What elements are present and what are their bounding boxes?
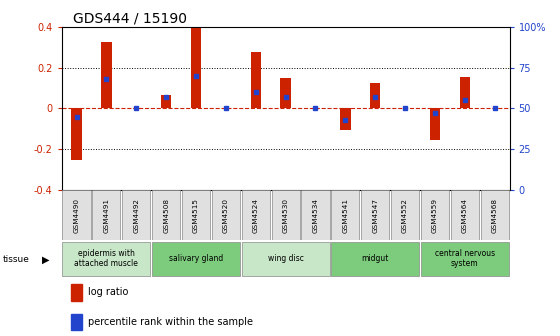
Text: midgut: midgut — [362, 254, 389, 263]
Text: GSM4492: GSM4492 — [133, 198, 139, 233]
Bar — [281, 78, 291, 109]
Bar — [71, 284, 82, 301]
Bar — [460, 77, 470, 109]
Text: GSM4520: GSM4520 — [223, 198, 229, 233]
Text: GSM4490: GSM4490 — [73, 198, 80, 233]
Text: central nervous
system: central nervous system — [435, 249, 495, 268]
FancyBboxPatch shape — [480, 191, 508, 240]
Bar — [191, 28, 201, 109]
Text: GDS444 / 15190: GDS444 / 15190 — [73, 12, 187, 26]
Text: GSM4547: GSM4547 — [372, 198, 378, 233]
Bar — [71, 109, 82, 160]
Bar — [101, 42, 111, 109]
FancyBboxPatch shape — [332, 242, 419, 276]
FancyBboxPatch shape — [242, 242, 329, 276]
Bar — [161, 95, 171, 109]
FancyBboxPatch shape — [421, 242, 508, 276]
Bar — [370, 83, 380, 109]
FancyBboxPatch shape — [421, 191, 449, 240]
FancyBboxPatch shape — [332, 191, 360, 240]
FancyBboxPatch shape — [242, 191, 270, 240]
Text: wing disc: wing disc — [268, 254, 304, 263]
FancyBboxPatch shape — [63, 242, 150, 276]
Text: GSM4568: GSM4568 — [492, 198, 498, 233]
FancyBboxPatch shape — [301, 191, 329, 240]
Text: GSM4541: GSM4541 — [342, 198, 348, 233]
FancyBboxPatch shape — [182, 191, 210, 240]
Text: GSM4508: GSM4508 — [163, 198, 169, 233]
Text: GSM4534: GSM4534 — [312, 198, 319, 233]
FancyBboxPatch shape — [212, 191, 240, 240]
FancyBboxPatch shape — [272, 191, 300, 240]
Text: GSM4515: GSM4515 — [193, 198, 199, 233]
Text: GSM4530: GSM4530 — [283, 198, 288, 233]
Text: GSM4491: GSM4491 — [104, 198, 109, 233]
FancyBboxPatch shape — [92, 191, 120, 240]
Text: GSM4564: GSM4564 — [462, 198, 468, 233]
Bar — [71, 314, 82, 330]
Bar — [250, 52, 261, 109]
Text: salivary gland: salivary gland — [169, 254, 223, 263]
FancyBboxPatch shape — [451, 191, 479, 240]
FancyBboxPatch shape — [361, 191, 389, 240]
Text: GSM4524: GSM4524 — [253, 198, 259, 233]
Text: GSM4552: GSM4552 — [402, 198, 408, 233]
FancyBboxPatch shape — [152, 191, 180, 240]
Text: epidermis with
attached muscle: epidermis with attached muscle — [74, 249, 138, 268]
Text: tissue: tissue — [3, 255, 30, 264]
Bar — [430, 109, 440, 140]
Text: percentile rank within the sample: percentile rank within the sample — [87, 317, 253, 327]
Text: GSM4559: GSM4559 — [432, 198, 438, 233]
Text: ▶: ▶ — [42, 254, 50, 264]
FancyBboxPatch shape — [122, 191, 150, 240]
Bar — [340, 109, 351, 130]
FancyBboxPatch shape — [63, 191, 91, 240]
Text: log ratio: log ratio — [87, 288, 128, 297]
FancyBboxPatch shape — [152, 242, 240, 276]
FancyBboxPatch shape — [391, 191, 419, 240]
